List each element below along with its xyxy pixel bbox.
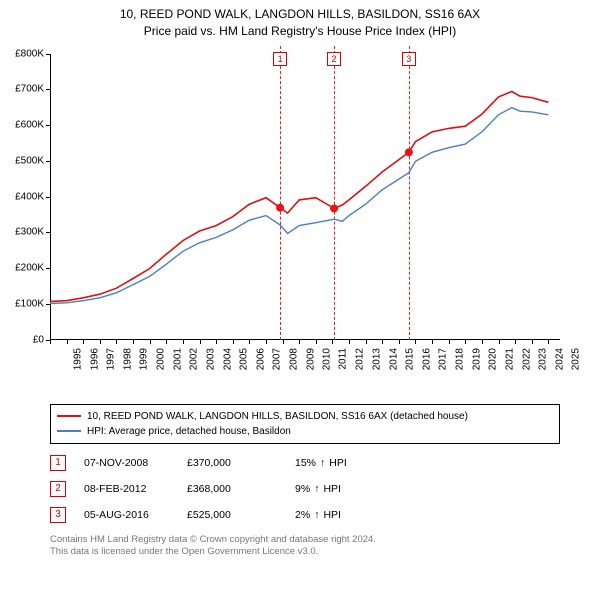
x-axis-label: 2025 — [571, 348, 582, 370]
legend-label: 10, REED POND WALK, LANGDON HILLS, BASIL… — [87, 409, 468, 424]
up-arrow-icon: ↑ — [314, 509, 319, 521]
sales-table: 1 07-NOV-2008 £370,000 15%↑HPI 2 08-FEB-2012 £… — [50, 450, 560, 528]
footnote-line-2: This data is licensed under the Open Gov… — [50, 546, 560, 558]
sale-price: £370,000 — [187, 457, 277, 469]
sale-diff: 9%↑HPI — [295, 483, 375, 495]
legend-swatch — [57, 430, 81, 432]
sale-price: £368,000 — [187, 483, 277, 495]
chart-svg — [10, 46, 570, 396]
sale-price: £525,000 — [187, 509, 277, 521]
up-arrow-icon: ↑ — [314, 483, 319, 495]
legend: 10, REED POND WALK, LANGDON HILLS, BASIL… — [50, 404, 560, 444]
sale-row: 2 08-FEB-2012 £368,000 9%↑HPI — [50, 476, 560, 502]
up-arrow-icon: ↑ — [320, 457, 325, 469]
sale-number-box: 1 — [50, 455, 66, 471]
sale-point — [405, 148, 413, 156]
legend-label: HPI: Average price, detached house, Basi… — [87, 424, 291, 439]
footnote: Contains HM Land Registry data © Crown c… — [50, 534, 560, 559]
sale-point — [330, 204, 338, 212]
legend-swatch — [57, 415, 81, 417]
title-line-1: 10, REED POND WALK, LANGDON HILLS, BASIL… — [10, 6, 590, 23]
sale-point — [276, 203, 284, 211]
legend-item: 10, REED POND WALK, LANGDON HILLS, BASIL… — [57, 409, 553, 424]
footnote-line-1: Contains HM Land Registry data © Crown c… — [50, 534, 560, 546]
series-property — [50, 91, 548, 301]
sale-number-box: 2 — [50, 481, 66, 497]
sale-date: 07-NOV-2008 — [84, 457, 169, 469]
sale-row: 1 07-NOV-2008 £370,000 15%↑HPI — [50, 450, 560, 476]
sale-number-box: 3 — [50, 507, 66, 523]
legend-item: HPI: Average price, detached house, Basi… — [57, 424, 553, 439]
title-line-2: Price paid vs. HM Land Registry's House … — [10, 23, 590, 40]
sale-date: 08-FEB-2012 — [84, 483, 169, 495]
sale-diff: 15%↑HPI — [295, 457, 375, 469]
sale-diff: 2%↑HPI — [295, 509, 375, 521]
sale-date: 05-AUG-2016 — [84, 509, 169, 521]
price-chart: £0£100K£200K£300K£400K£500K£600K£700K£80… — [10, 46, 570, 396]
series-hpi — [50, 107, 548, 303]
sale-row: 3 05-AUG-2016 £525,000 2%↑HPI — [50, 502, 560, 528]
chart-title: 10, REED POND WALK, LANGDON HILLS, BASIL… — [10, 6, 590, 40]
